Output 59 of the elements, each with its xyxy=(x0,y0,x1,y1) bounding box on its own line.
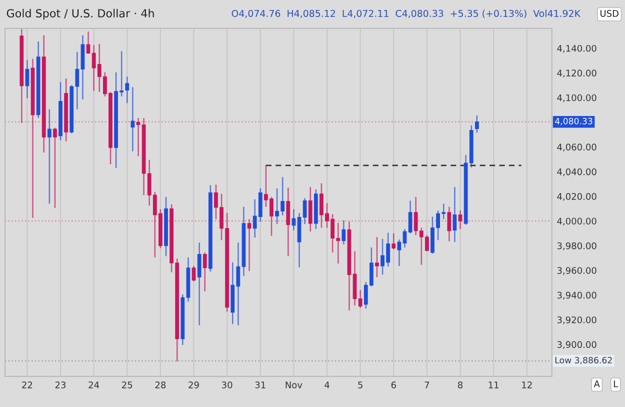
candlestick xyxy=(192,266,196,282)
chart-subtitle: O4,074.76 H4,085.12 L4,072.11 C4,080.33 +5.35 (+0.13%) Vol41.92K xyxy=(232,10,581,18)
x-tick-label: 8 xyxy=(458,381,463,388)
candlestick xyxy=(447,206,452,242)
x-tick-label: 6 xyxy=(391,381,396,388)
x-tick-label: 12 xyxy=(522,381,532,388)
x-tick-label: 30 xyxy=(222,381,232,388)
candlestick xyxy=(392,233,396,250)
candlestick xyxy=(286,188,290,256)
text: L xyxy=(614,380,618,388)
ref-line-label: 4,080.33 xyxy=(555,118,592,126)
candlestick xyxy=(402,229,407,248)
y-tick-label: 3,920.00 xyxy=(557,316,596,324)
x-tick-label: 24 xyxy=(88,381,100,388)
x-tick-label: 23 xyxy=(55,381,66,388)
candlestick xyxy=(25,60,30,98)
y-tick-label: 4,100.00 xyxy=(557,94,596,102)
candlestick xyxy=(136,118,140,156)
y-tick-label: 3,980.00 xyxy=(557,242,596,250)
x-tick-label: 11 xyxy=(488,382,498,388)
y-tick-label: 3,940.00 xyxy=(557,292,596,300)
candlestick xyxy=(53,128,57,208)
candlestick xyxy=(302,198,307,224)
candlestick xyxy=(202,252,207,292)
y-tick-label: 4,060.00 xyxy=(557,144,596,152)
x-tick-label: Nov xyxy=(286,382,302,388)
candlestick xyxy=(130,87,135,152)
y-tick-label: 3,960.00 xyxy=(557,267,596,275)
y-tick-label: 4,140.00 xyxy=(557,44,596,53)
x-tick-label: 29 xyxy=(188,381,199,388)
candlestick xyxy=(375,237,379,278)
candlestick xyxy=(47,109,52,204)
y-tick-label: 4,120.00 xyxy=(557,70,596,78)
x-tick-label: 31 xyxy=(255,381,266,388)
text: A xyxy=(594,380,600,388)
x-tick-label: 7 xyxy=(424,382,430,388)
x-tick-label: 25 xyxy=(122,381,132,388)
candlestick xyxy=(408,200,412,234)
x-tick-label: 22 xyxy=(22,381,32,388)
y-tick-label: 4,040.00 xyxy=(557,168,596,176)
chart-title: Gold Spot / U.S. Dollar · 4h xyxy=(6,8,154,20)
x-tick-label: 4 xyxy=(324,382,330,388)
candlestick xyxy=(342,220,346,244)
candlestick xyxy=(125,76,130,104)
x-tick-label: 5 xyxy=(358,382,362,388)
candlestick xyxy=(397,239,402,266)
y-tick-label: 3,900.00 xyxy=(557,341,596,349)
x-tick-label: 28 xyxy=(155,381,166,388)
candlestick xyxy=(247,219,252,271)
ref-line-label: Low 3,886.62 xyxy=(555,356,612,364)
candlestick xyxy=(458,210,462,230)
text: USD xyxy=(600,10,618,17)
y-tick-label: 4,020.00 xyxy=(557,193,596,201)
candlestick xyxy=(197,242,202,326)
candlestick xyxy=(452,187,457,242)
candlestick xyxy=(308,187,312,232)
candlestick xyxy=(292,209,296,230)
candlestick xyxy=(474,115,479,133)
y-tick-label: 4,000.00 xyxy=(557,218,596,226)
